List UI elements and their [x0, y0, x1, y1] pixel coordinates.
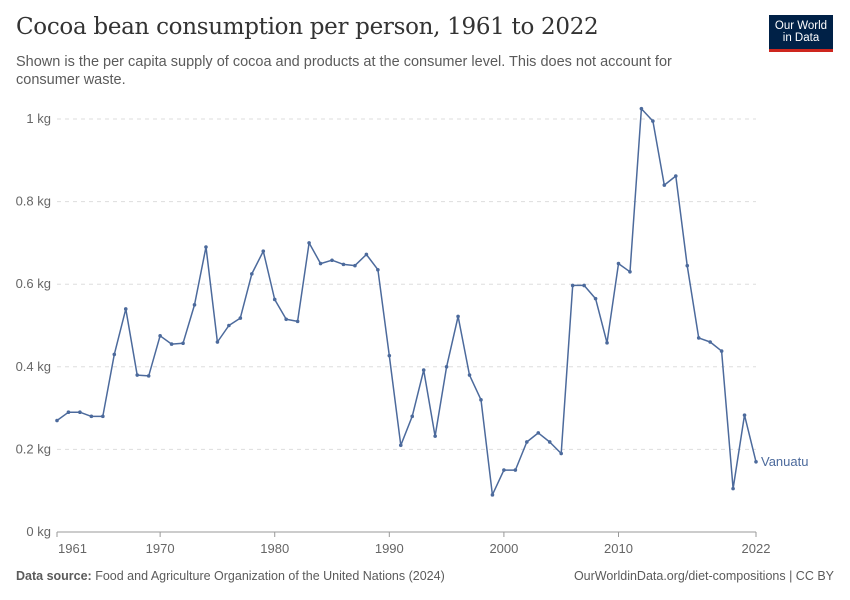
data-point [227, 323, 231, 328]
series-line [56, 107, 757, 496]
data-point [353, 263, 357, 268]
data-point [570, 283, 575, 288]
data-point [192, 303, 197, 307]
data-point [616, 261, 621, 266]
data-point [639, 106, 644, 111]
data-point [238, 316, 243, 320]
x-tick-label: 1990 [375, 541, 404, 556]
y-tick-label: 0 kg [26, 524, 51, 539]
data-point [582, 283, 586, 288]
data-point [525, 440, 529, 444]
data-point [708, 340, 712, 344]
data-point [536, 431, 541, 435]
data-point [295, 319, 300, 324]
x-tick-label: 2000 [489, 541, 518, 556]
x-tick-label: 1961 [58, 541, 87, 556]
data-point [719, 349, 724, 353]
x-tick-label: 1980 [260, 541, 289, 556]
data-point [421, 368, 426, 372]
owid-logo[interactable]: Our World in Data [769, 15, 833, 52]
data-point [547, 440, 552, 444]
data-point [330, 258, 334, 263]
data-point [410, 414, 415, 419]
data-source-label: Data source: [16, 569, 92, 583]
y-tick-label: 1 kg [26, 111, 51, 126]
data-point [398, 443, 403, 448]
data-point [158, 334, 162, 338]
data-point [181, 341, 185, 346]
y-tick-label: 0.8 kg [16, 194, 51, 209]
data-point [444, 365, 449, 369]
data-point [261, 249, 266, 253]
data-point [146, 374, 151, 378]
data-point [66, 410, 71, 415]
logo-line-2: in Data [782, 32, 820, 44]
data-point [754, 459, 758, 464]
data-point [387, 353, 392, 358]
data-point [364, 252, 369, 257]
x-tick-label: 2010 [604, 541, 633, 556]
data-source-text: Food and Agriculture Organization of the… [95, 569, 445, 583]
x-tick-label: 2022 [742, 541, 771, 556]
data-point [673, 174, 678, 178]
data-point [456, 314, 460, 319]
data-point [135, 373, 140, 377]
data-point [204, 245, 208, 249]
footer-link[interactable]: OurWorldinData.org/diet-compositions | C… [573, 569, 834, 583]
y-tick-label: 0.2 kg [16, 441, 51, 456]
chart-title: Cocoa bean consumption per person, 1961 … [16, 14, 599, 40]
chart-subtitle: Shown is the per capita supply of cocoa … [16, 54, 672, 88]
data-point [272, 297, 277, 302]
series-label: Vanuatu [761, 454, 808, 469]
y-tick-label: 0.4 kg [16, 359, 51, 374]
data-point [123, 307, 128, 311]
data-point [55, 418, 59, 423]
data-point [215, 340, 220, 344]
data-point [685, 263, 690, 268]
x-tick-label: 1970 [146, 541, 175, 556]
data-point [490, 493, 495, 497]
data-point [433, 434, 437, 438]
data-point [250, 272, 254, 276]
data-point [307, 241, 311, 245]
data-point [731, 486, 735, 491]
data-point [593, 296, 598, 301]
data-point [169, 342, 174, 346]
data-point [341, 262, 346, 267]
data-point [101, 414, 105, 419]
data-source: Data source: Food and Agriculture Organi… [16, 569, 445, 583]
data-point [89, 414, 94, 419]
data-point [284, 317, 288, 322]
data-point [628, 270, 632, 274]
data-point [467, 373, 472, 377]
data-point [318, 261, 323, 266]
data-point [651, 119, 655, 123]
data-point [513, 468, 518, 472]
data-point [605, 341, 609, 345]
data-point [112, 352, 117, 357]
data-point [559, 451, 563, 456]
data-point [502, 468, 506, 472]
data-point [662, 183, 667, 187]
data-point [479, 398, 483, 402]
data-point [696, 336, 701, 340]
data-point [78, 410, 82, 415]
logo-line-1: Our World [774, 20, 828, 32]
data-point [376, 267, 380, 272]
data-point [742, 413, 747, 417]
y-tick-label: 0.6 kg [16, 276, 51, 291]
